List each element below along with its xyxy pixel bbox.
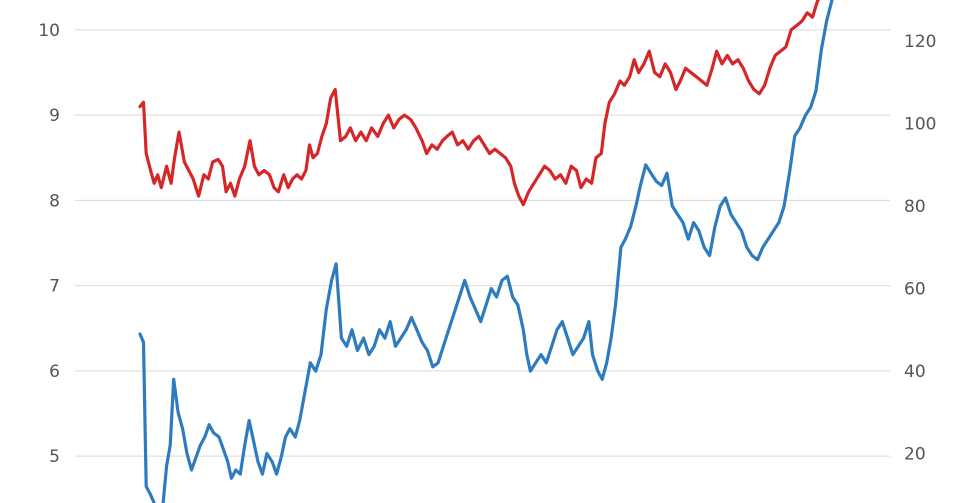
- red-series-line: [138, 0, 821, 207]
- left-tick-label: 9: [49, 106, 60, 126]
- series-lines: [138, 0, 834, 503]
- left-tick-label: 7: [49, 277, 60, 297]
- right-tick-label: 100: [904, 115, 936, 135]
- left-tick-label: 5: [49, 447, 60, 467]
- blue-series-line: [138, 0, 834, 503]
- right-tick-label: 40: [904, 362, 926, 382]
- left-tick-label: 8: [49, 191, 60, 211]
- right-tick-label: 120: [904, 32, 936, 52]
- left-tick-label: 6: [49, 362, 60, 382]
- left-axis-ticks: 5 6 7 8 9 10: [38, 21, 60, 467]
- left-tick-label: 10: [38, 21, 60, 41]
- right-tick-label: 60: [904, 280, 926, 300]
- grid-lines: [75, 29, 890, 457]
- right-axis-ticks: 20 40 60 80 100 120: [904, 32, 936, 464]
- right-tick-label: 20: [904, 445, 926, 465]
- right-tick-label: 80: [904, 197, 926, 217]
